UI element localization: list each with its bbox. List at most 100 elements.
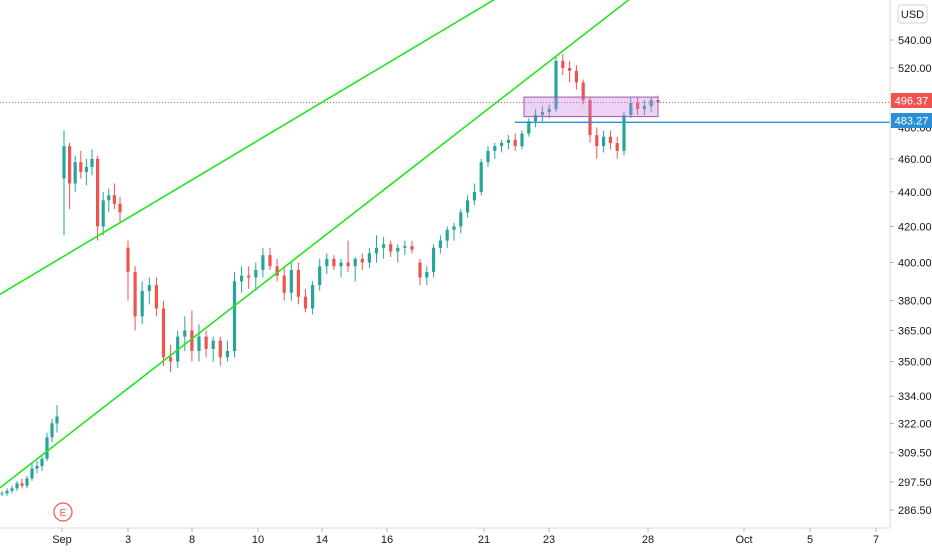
y-tick-label: 440.00 (898, 187, 932, 199)
y-tick-label: 400.00 (898, 258, 932, 270)
candle-body (40, 458, 44, 467)
candle-body (608, 136, 612, 143)
candle-body (554, 60, 558, 110)
x-tick-label: 16 (381, 534, 393, 546)
last-price-tag: 496.37 (891, 93, 932, 108)
currency-button[interactable]: USD (897, 4, 928, 24)
candle-body (595, 135, 599, 147)
y-tick-label: 420.00 (898, 221, 932, 233)
candle-body (282, 275, 286, 293)
candle-body (107, 195, 111, 201)
x-tick-label: 14 (316, 534, 328, 546)
candle-body (296, 269, 300, 297)
candle-body (112, 195, 116, 204)
y-tick-label: 460.00 (898, 154, 932, 166)
candle-body (218, 340, 222, 358)
candle-body (15, 483, 19, 489)
candle-body (169, 357, 173, 362)
candle-body (486, 150, 490, 163)
candle-body (0, 493, 4, 495)
candle-body (568, 67, 572, 71)
candle-body (30, 468, 34, 479)
y-tick-label: 286.50 (898, 505, 932, 517)
candle-body (418, 262, 422, 278)
candle-body (540, 112, 544, 116)
candle-body (204, 336, 208, 349)
candle-body (50, 423, 54, 438)
candle-body (35, 466, 39, 469)
y-tick-label: 540.00 (898, 35, 932, 47)
level-price-label: 483.27 (895, 116, 929, 128)
resistance-zone-box (523, 96, 659, 118)
last-price-label: 496.37 (895, 96, 929, 108)
candle-body (79, 162, 83, 172)
candle-body (602, 136, 606, 147)
candle-body (311, 285, 315, 309)
x-tick-label: 10 (252, 534, 264, 546)
candle-body (45, 437, 49, 459)
candle-body (382, 244, 386, 248)
candle-body (367, 253, 371, 263)
y-tick-label: 322.00 (898, 418, 932, 430)
candle-body (147, 285, 151, 291)
candle-body (62, 146, 66, 179)
candle-body (68, 146, 72, 184)
candle-body (289, 269, 293, 293)
x-tick-label: 21 (478, 534, 490, 546)
x-tick-label: 28 (642, 534, 654, 546)
candle-body (438, 240, 442, 248)
earnings-event-marker[interactable]: E (53, 502, 73, 522)
candle-body (101, 200, 105, 227)
candle-body (303, 296, 308, 309)
currency-label: USD (901, 9, 924, 21)
candle-body (225, 351, 229, 358)
candle-body (73, 162, 77, 184)
time-axis: Sep 3 8 10 14 16 21 23 28 Oct 5 7 (52, 528, 879, 546)
candle-body (5, 490, 9, 494)
candle-body (254, 269, 258, 278)
candle-body (561, 60, 565, 68)
y-tick-label: 297.50 (898, 477, 932, 489)
y-tick-label: 520.00 (898, 63, 932, 75)
candle-body (96, 158, 100, 227)
candle-body (472, 191, 476, 201)
x-tick-label: 5 (807, 534, 813, 546)
candle-body (403, 246, 407, 248)
price-axis: 540.00520.00500.00480.00460.00440.00420.… (890, 35, 932, 517)
candle-body (396, 247, 400, 252)
level-price-tag: 483.27 (891, 113, 932, 128)
candle-body (615, 142, 619, 151)
channel-upper-line (0, 0, 496, 295)
candle-body (520, 133, 524, 147)
candle-body (261, 255, 265, 270)
candle-body (500, 142, 504, 147)
candle-body (588, 100, 592, 136)
drawings-layer (0, 0, 890, 489)
candle-body (339, 262, 343, 267)
x-tick-label: Oct (735, 534, 752, 546)
candle-body (133, 271, 137, 317)
candle-body (360, 258, 364, 263)
candle-body (332, 258, 336, 267)
y-tick-label: 334.00 (898, 391, 932, 403)
candle-body (20, 483, 24, 486)
candle-body (318, 266, 322, 286)
candle-body (479, 162, 483, 192)
candle-body (55, 416, 59, 424)
candle-body (432, 247, 436, 272)
candle-body (547, 109, 551, 113)
candle-body (154, 285, 158, 309)
candle-body (374, 247, 379, 254)
y-tick-label: 350.00 (898, 357, 932, 369)
candle-body (445, 229, 449, 241)
candle-body (410, 246, 414, 250)
candles-layer (0, 53, 660, 496)
candle-body (247, 275, 251, 278)
candle-body (389, 244, 393, 252)
candle-body (197, 336, 201, 352)
candle-body (534, 115, 538, 122)
candle-body (513, 139, 517, 147)
candle-body (622, 115, 626, 151)
